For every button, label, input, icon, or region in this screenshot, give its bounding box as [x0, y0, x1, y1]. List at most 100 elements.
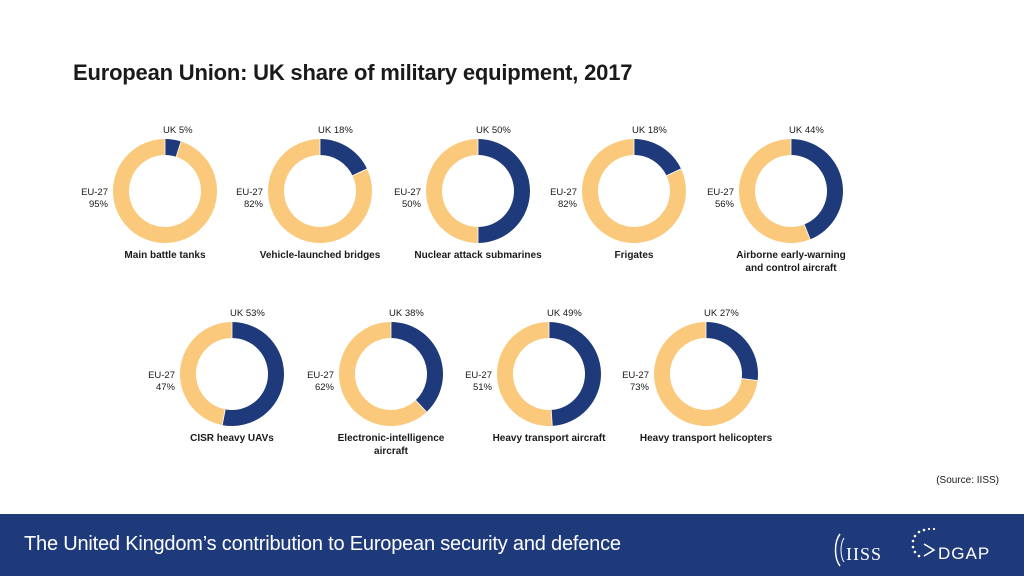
eu27-share-text: 73%: [629, 382, 649, 393]
donut-chart-cisr-heavy-uavs: UK 53% EU-27 47% CISR heavy UAVs: [147, 308, 317, 468]
eu27-share-text: EU-27: [622, 370, 649, 381]
eu27-share-text: 95%: [88, 199, 108, 210]
donut-svg: [268, 139, 372, 243]
uk-share-label: UK 53%: [230, 308, 265, 319]
uk-share-label: UK 27%: [704, 308, 739, 319]
uk-slice: [706, 322, 758, 381]
donut-chart-nuclear-attack-submarines: UK 50% EU-27 50% Nuclear attack submarines: [393, 125, 563, 285]
uk-share-label: UK 38%: [389, 308, 424, 319]
donut-svg: [654, 322, 758, 426]
iiss-logo-text: IISS: [846, 544, 883, 564]
category-label: Nuclear attack submarines: [414, 250, 542, 261]
eu27-share-text: 82%: [243, 199, 263, 210]
eu27-share-label: EU-27 51%: [456, 370, 492, 394]
footer-banner: The United Kingdom’s contribution to Eur…: [0, 514, 1024, 576]
slice-divider: [741, 378, 758, 381]
eu27-share-text: EU-27: [236, 187, 263, 198]
uk-slice: [634, 139, 682, 176]
dgap-mark-icon: [911, 527, 936, 558]
eu27-share-label: EU-27 62%: [298, 370, 334, 394]
eu27-share-label: EU-27 50%: [385, 187, 421, 211]
slice-divider: [666, 168, 682, 177]
slice-divider: [175, 141, 182, 157]
category-label: CISR heavy UAVs: [190, 433, 274, 444]
slice-divider: [352, 168, 368, 177]
uk-slice: [391, 322, 443, 412]
eu27-share-text: EU-27: [394, 187, 421, 198]
eu27-slice: [113, 139, 217, 243]
eu27-share-label: EU-27 73%: [613, 370, 649, 394]
eu27-share-text: EU-27: [81, 187, 108, 198]
uk-slice: [549, 322, 602, 426]
eu27-slice: [497, 322, 553, 426]
uk-slice: [320, 139, 368, 176]
donut-svg: [339, 322, 443, 426]
category-label: Electronic-intelligence aircraft: [337, 433, 445, 457]
eu27-share-label: EU-27 56%: [698, 187, 734, 211]
donut-svg: [113, 139, 217, 243]
donut-svg: [179, 322, 284, 426]
uk-share-label: UK 5%: [163, 125, 193, 136]
eu27-share-text: EU-27: [550, 187, 577, 198]
dgap-logo: DGAP: [910, 522, 1010, 570]
donut-chart-grid: UK 5% EU-27 95% Main battle tanks UK 18% EU-2…: [80, 125, 876, 468]
dgap-logo-text: DGAP: [938, 544, 991, 563]
eu27-slice: [654, 322, 758, 426]
eu27-slice: [739, 139, 811, 243]
uk-share-label: UK 18%: [632, 125, 667, 136]
donut-chart-main-battle-tanks: UK 5% EU-27 95% Main battle tanks: [80, 125, 250, 285]
eu27-share-text: EU-27: [307, 370, 334, 381]
eu27-slice: [268, 139, 372, 243]
eu27-share-text: 56%: [714, 199, 734, 210]
eu27-share-label: EU-27 82%: [227, 187, 263, 211]
slice-divider: [550, 409, 553, 426]
eu27-share-text: 82%: [557, 199, 577, 210]
eu27-share-text: 51%: [472, 382, 492, 393]
uk-slice: [165, 139, 182, 157]
donut-chart-vehicle-launched-bridges: UK 18% EU-27 82% Vehicle-launched bridges: [235, 125, 405, 285]
eu27-slice: [582, 139, 686, 243]
category-label: Heavy transport aircraft: [492, 433, 606, 444]
donut-svg: [425, 139, 530, 243]
uk-slice: [478, 139, 530, 243]
eu27-share-text: EU-27: [148, 370, 175, 381]
category-label: Main battle tanks: [124, 250, 206, 261]
uk-share-label: UK 49%: [547, 308, 582, 319]
donut-chart-electronic-intelligence-aircraft: UK 38% EU-27 62% Electronic-intelligence air…: [306, 308, 476, 468]
eu27-share-text: EU-27: [707, 187, 734, 198]
eu27-slice: [339, 322, 427, 426]
eu27-share-label: EU-27 95%: [72, 187, 108, 211]
eu27-share-text: 47%: [155, 382, 175, 393]
eu27-share-text: 50%: [401, 199, 421, 210]
donut-chart-heavy-transport-aircraft: UK 49% EU-27 51% Heavy transport aircraft: [464, 308, 634, 468]
donut-svg: [497, 322, 602, 426]
eu27-share-text: 62%: [314, 382, 334, 393]
eu27-share-text: EU-27: [465, 370, 492, 381]
donut-chart-frigates: UK 18% EU-27 82% Frigates: [549, 125, 719, 285]
donut-svg: [739, 139, 843, 243]
source-note: (Source: IISS): [936, 475, 999, 486]
donut-svg: [582, 139, 686, 243]
category-label: Heavy transport helicopters: [639, 433, 773, 444]
uk-share-label: UK 18%: [318, 125, 353, 136]
donut-chart-heavy-transport-helicopters: UK 27% EU-27 73% Heavy transport helicopter…: [621, 308, 791, 468]
slice-divider: [415, 399, 427, 413]
donut-chart-airborne-early-warning-and-control-aircraft: UK 44% EU-27 56% Airborne early-warning and …: [706, 125, 876, 285]
category-label: Airborne early-warning and control aircra…: [736, 250, 846, 274]
slice-divider: [221, 409, 226, 426]
uk-share-label: UK 44%: [789, 125, 824, 136]
uk-slice: [222, 322, 284, 426]
uk-slice: [791, 139, 843, 240]
iiss-mark-icon: [834, 533, 845, 567]
slice-divider: [803, 224, 811, 240]
uk-share-label: UK 50%: [476, 125, 511, 136]
footer-title: The United Kingdom’s contribution to Eur…: [24, 533, 621, 555]
page-title: European Union: UK share of military equ…: [73, 60, 633, 85]
eu27-share-label: EU-27 47%: [139, 370, 175, 394]
category-label: Frigates: [614, 250, 654, 261]
category-label: Vehicle-launched bridges: [259, 250, 381, 261]
eu27-slice: [179, 322, 232, 426]
eu27-slice: [425, 139, 478, 243]
eu27-share-label: EU-27 82%: [541, 187, 577, 211]
iiss-logo: IISS: [830, 526, 890, 568]
